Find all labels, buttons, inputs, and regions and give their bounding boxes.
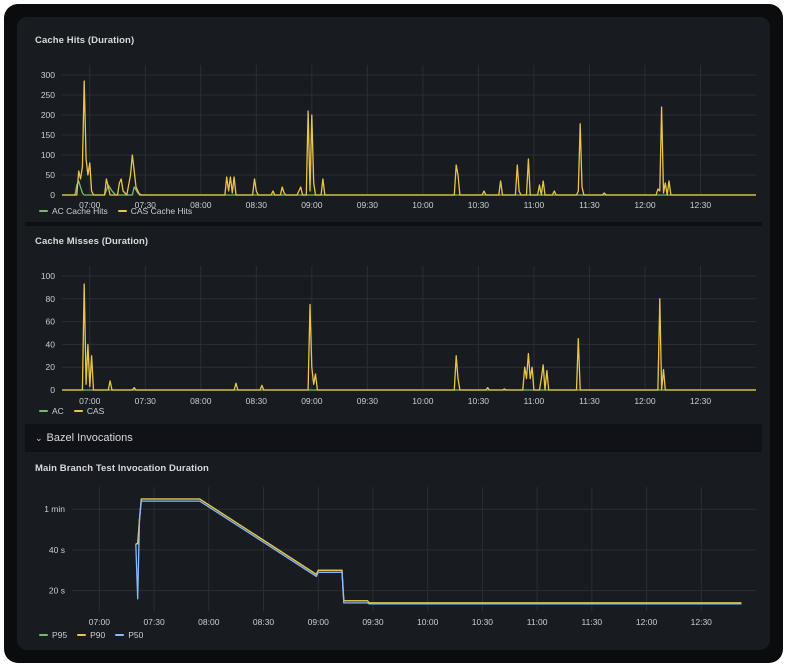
panel-invocation-duration[interactable]: Main Branch Test Invocation Duration 07:…	[25, 453, 762, 647]
legend-label: CAS Cache Hits	[130, 206, 193, 216]
legend-label: P95	[52, 630, 68, 640]
x-tick-label: 12:30	[690, 396, 712, 406]
legend: AC Cache Hits CAS Cache Hits	[39, 206, 192, 216]
legend-label: CAS	[86, 406, 105, 416]
legend-swatch	[77, 634, 87, 636]
x-tick-label: 12:00	[634, 396, 656, 406]
legend-swatch	[39, 410, 48, 412]
x-tick-label: 07:00	[79, 200, 101, 210]
panel-title: Main Branch Test Invocation Duration	[35, 463, 209, 474]
legend-item-p50[interactable]: P50	[115, 630, 143, 640]
panel-cache-misses[interactable]: Cache Misses (Duration) 07:00 07:30 08:00 0…	[25, 226, 762, 422]
series-line-p50[interactable]	[135, 500, 742, 605]
y-tick-label: 40	[46, 339, 56, 349]
x-tick-label: 10:00	[412, 396, 434, 406]
legend-item-ac[interactable]: AC	[39, 406, 64, 416]
legend: AC CAS	[39, 406, 104, 416]
y-tick-label: 100	[41, 150, 55, 160]
row-header-bazel-invocations[interactable]: ⌄ Bazel Invocations	[25, 424, 762, 452]
x-tick-label: 10:00	[412, 200, 434, 210]
x-tick-label: 08:30	[253, 617, 275, 627]
y-tick-label: 0	[50, 385, 55, 395]
x-tick-label: 09:30	[357, 396, 379, 406]
y-tick-label: 300	[41, 70, 55, 80]
y-tick-label: 20	[46, 362, 56, 372]
x-tick-label: 10:30	[472, 617, 494, 627]
cache-misses-chart[interactable]: 07:00 07:30 08:00 08:30 09:00 09:30 10:00 10:30…	[25, 240, 762, 416]
x-tick-label: 09:00	[301, 396, 323, 406]
legend-swatch	[39, 634, 48, 636]
x-tick-label: 10:30	[468, 200, 490, 210]
legend-swatch	[73, 410, 83, 412]
legend-item-p95[interactable]: P95	[39, 630, 67, 640]
x-tick-label: 07:00	[79, 396, 101, 406]
series-line-cas[interactable]	[62, 283, 756, 391]
legend-item-cas[interactable]: CAS	[73, 406, 105, 416]
y-tick-label: 200	[41, 110, 55, 120]
x-tick-label: 12:00	[636, 617, 658, 627]
series-line-p95[interactable]	[135, 498, 742, 604]
panel-cache-hits[interactable]: Cache Hits (Duration) 07:00 07:30 08:00 08:…	[25, 25, 762, 221]
y-tick-label: 150	[41, 130, 55, 140]
legend-swatch	[39, 210, 48, 212]
x-tick-label: 08:30	[246, 200, 268, 210]
legend-item-cas-cache-hits[interactable]: CAS Cache Hits	[117, 206, 193, 216]
y-tick-label: 100	[41, 271, 55, 281]
dashboard: Cache Hits (Duration) 07:00 07:30 08:00 08:…	[17, 17, 770, 650]
x-tick-label: 11:30	[579, 396, 600, 406]
x-tick-label: 11:30	[579, 200, 600, 210]
legend: P95 P90 P50	[39, 630, 143, 640]
x-tick-label: 08:00	[198, 617, 220, 627]
y-tick-label: 250	[41, 90, 55, 100]
x-tick-label: 09:00	[308, 617, 330, 627]
y-tick-label: 40 s	[49, 545, 65, 555]
panel-title: Cache Hits (Duration)	[35, 35, 135, 46]
series-line-cas-cache-hits[interactable]	[62, 80, 756, 196]
x-tick-label: 07:00	[89, 617, 111, 627]
y-tick-label: 20 s	[49, 586, 65, 596]
screenshot-frame: Cache Hits (Duration) 07:00 07:30 08:00 08:…	[4, 4, 783, 663]
legend-swatch	[117, 210, 127, 212]
x-tick-label: 11:00	[527, 617, 548, 627]
invocation-duration-chart[interactable]: 07:00 07:30 08:00 08:30 09:00 09:30 10:00 10:30…	[25, 467, 762, 643]
x-tick-label: 07:30	[135, 200, 157, 210]
legend-label: P90	[90, 630, 106, 640]
x-tick-label: 08:00	[190, 200, 212, 210]
series-line-ac-cache-hits[interactable]	[62, 180, 756, 196]
x-tick-label: 09:30	[362, 617, 384, 627]
panel-divider	[25, 222, 762, 226]
cache-hits-chart[interactable]: 07:00 07:30 08:00 08:30 09:00 09:30 10:00 10:30…	[25, 39, 762, 217]
x-tick-label: 08:00	[190, 396, 212, 406]
x-tick-label: 08:30	[246, 396, 268, 406]
y-tick-label: 80	[46, 294, 56, 304]
x-tick-label: 09:00	[301, 200, 323, 210]
series-line-p90[interactable]	[135, 498, 742, 604]
x-tick-label: 12:30	[691, 617, 713, 627]
legend-swatch	[115, 634, 125, 636]
x-tick-label: 11:00	[524, 200, 545, 210]
legend-label: P50	[128, 630, 144, 640]
x-tick-label: 10:30	[468, 396, 490, 406]
x-tick-label: 11:30	[582, 617, 603, 627]
legend-label: AC	[52, 406, 64, 416]
x-tick-label: 07:30	[135, 396, 157, 406]
legend-item-p90[interactable]: P90	[77, 630, 105, 640]
row-title: Bazel Invocations	[46, 432, 133, 444]
panel-title: Cache Misses (Duration)	[35, 236, 149, 247]
legend-item-ac-cache-hits[interactable]: AC Cache Hits	[39, 206, 108, 216]
x-tick-label: 12:00	[634, 200, 656, 210]
y-tick-label: 50	[46, 170, 56, 180]
x-tick-label: 10:00	[417, 617, 439, 627]
chevron-down-icon[interactable]: ⌄	[35, 432, 43, 443]
legend-label: AC Cache Hits	[52, 206, 108, 216]
y-tick-label: 1 min	[44, 504, 65, 514]
x-tick-label: 09:30	[357, 200, 379, 210]
x-tick-label: 12:30	[690, 200, 712, 210]
x-tick-label: 11:00	[524, 396, 545, 406]
y-tick-label: 0	[50, 190, 55, 200]
y-tick-label: 60	[46, 317, 56, 327]
x-tick-label: 07:30	[143, 617, 165, 627]
